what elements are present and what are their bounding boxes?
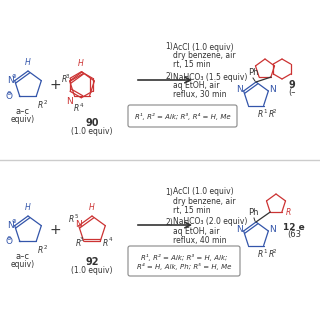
Text: 3: 3: [79, 237, 83, 242]
Text: ⊖: ⊖: [6, 91, 11, 96]
Text: equiv): equiv): [11, 115, 35, 124]
Text: 12 e: 12 e: [283, 222, 305, 231]
Text: R: R: [257, 109, 263, 118]
Text: rt, 15 min: rt, 15 min: [173, 205, 211, 214]
Text: 5: 5: [75, 214, 78, 219]
Text: AcCl (1.0 equiv): AcCl (1.0 equiv): [173, 43, 234, 52]
Text: dry benzene, air: dry benzene, air: [173, 52, 236, 60]
Text: R: R: [103, 239, 108, 248]
Text: 92: 92: [85, 257, 99, 267]
Text: O: O: [6, 92, 13, 101]
Text: R¹, R² = Alk; R³, R⁴ = H, Me: R¹, R² = Alk; R³, R⁴ = H, Me: [135, 113, 230, 119]
Text: reflux, 40 min: reflux, 40 min: [173, 236, 227, 244]
Text: R⁴ = H, Alk, Ph; R⁵ = H, Me: R⁴ = H, Alk, Ph; R⁵ = H, Me: [137, 263, 231, 270]
Text: (1.0 equiv): (1.0 equiv): [71, 266, 113, 275]
Text: Ph: Ph: [248, 208, 258, 217]
Text: 1: 1: [263, 108, 267, 114]
Text: 4: 4: [80, 102, 83, 108]
Text: ⊖: ⊖: [6, 236, 11, 241]
Text: 2: 2: [43, 245, 47, 250]
Text: ⊕: ⊕: [12, 219, 17, 224]
Text: N: N: [7, 221, 14, 230]
Text: NaHCO₃ (1.5 equiv): NaHCO₃ (1.5 equiv): [173, 73, 247, 82]
FancyBboxPatch shape: [128, 105, 237, 127]
Text: 1): 1): [165, 43, 173, 52]
Text: H: H: [89, 203, 95, 212]
Text: a–c: a–c: [16, 107, 30, 116]
Text: R: R: [68, 215, 74, 224]
Text: +: +: [49, 78, 61, 92]
Text: (63: (63: [287, 230, 301, 239]
Text: N: N: [236, 226, 243, 235]
Text: dry benzene, air: dry benzene, air: [173, 196, 236, 205]
Text: 1: 1: [263, 249, 267, 253]
Text: N: N: [67, 97, 73, 106]
Text: N: N: [236, 85, 243, 94]
Text: ⊕: ⊕: [12, 74, 17, 79]
Text: O: O: [6, 237, 13, 246]
Text: H: H: [78, 59, 84, 68]
FancyBboxPatch shape: [128, 246, 240, 276]
Text: N: N: [269, 85, 276, 94]
Text: H: H: [25, 203, 31, 212]
Text: Ph: Ph: [248, 68, 258, 77]
Text: a–c: a–c: [16, 252, 30, 261]
Text: R: R: [38, 246, 44, 255]
Text: 4: 4: [108, 237, 112, 242]
Text: (–: (–: [288, 89, 296, 98]
Text: aq EtOH, air: aq EtOH, air: [173, 82, 220, 91]
Text: AcCl (1.0 equiv): AcCl (1.0 equiv): [173, 188, 234, 196]
Text: aq EtOH, air: aq EtOH, air: [173, 227, 220, 236]
Text: 3: 3: [65, 75, 68, 79]
Text: +: +: [49, 223, 61, 237]
Text: 2): 2): [165, 218, 173, 227]
Text: 90: 90: [85, 118, 99, 128]
Text: R: R: [61, 76, 67, 84]
Text: reflux, 30 min: reflux, 30 min: [173, 91, 227, 100]
Text: R: R: [257, 250, 263, 259]
Text: 2: 2: [273, 249, 276, 253]
Text: 2: 2: [273, 108, 276, 114]
Text: N: N: [7, 76, 14, 85]
Text: H: H: [25, 58, 31, 67]
Text: R: R: [76, 239, 81, 248]
Text: N: N: [269, 226, 276, 235]
Text: 2): 2): [165, 73, 173, 82]
Text: R: R: [38, 101, 44, 110]
Text: N: N: [75, 220, 82, 229]
Text: (1.0 equiv): (1.0 equiv): [71, 127, 113, 136]
Text: R: R: [74, 103, 79, 113]
Text: NaHCO₃ (2.0 equiv): NaHCO₃ (2.0 equiv): [173, 218, 247, 227]
Text: 9: 9: [289, 80, 295, 90]
Text: R: R: [286, 208, 291, 217]
Text: 2: 2: [43, 100, 47, 105]
Text: rt, 15 min: rt, 15 min: [173, 60, 211, 69]
Text: 1): 1): [165, 188, 173, 196]
Text: equiv): equiv): [11, 260, 35, 269]
Text: R: R: [269, 109, 274, 118]
Text: R: R: [269, 250, 274, 259]
Text: R¹, R² = Alk; R³ = H, Alk;: R¹, R² = Alk; R³ = H, Alk;: [141, 253, 227, 260]
